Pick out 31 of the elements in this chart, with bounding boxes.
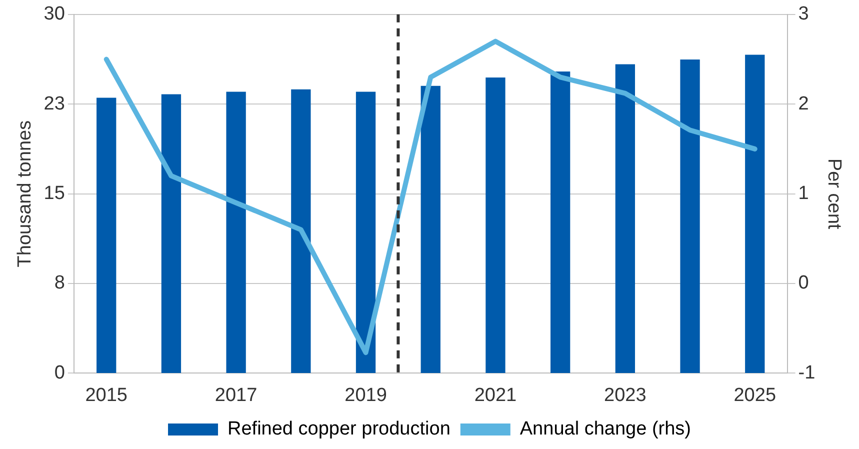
y-tick-label: 15 bbox=[44, 183, 65, 204]
bar bbox=[486, 77, 506, 374]
y-tick-label: 8 bbox=[54, 272, 65, 294]
bar bbox=[420, 86, 440, 374]
bar bbox=[550, 71, 570, 374]
bar bbox=[745, 54, 765, 374]
bar bbox=[615, 64, 636, 374]
y2-tick-label: 1 bbox=[798, 183, 809, 204]
y2-tick-label: -1 bbox=[798, 362, 816, 384]
bar bbox=[291, 89, 311, 374]
x-tick-label: 2023 bbox=[604, 384, 646, 406]
y-tick-label: 0 bbox=[54, 362, 65, 384]
y-tick-label: 23 bbox=[44, 93, 65, 114]
x-tick-label: 2019 bbox=[344, 384, 387, 406]
legend-label: Refined copper production bbox=[228, 418, 450, 440]
bar bbox=[96, 98, 116, 374]
y2-tick-label: 2 bbox=[798, 93, 809, 114]
y-tick-label: 30 bbox=[44, 4, 65, 25]
bar bbox=[161, 94, 182, 374]
bar bbox=[356, 92, 376, 374]
x-tick-label: 2015 bbox=[85, 384, 128, 406]
x-tick-label: 2021 bbox=[474, 384, 517, 406]
bar bbox=[226, 92, 246, 374]
y2-tick-label: 3 bbox=[798, 4, 809, 25]
legend-label: Annual change (rhs) bbox=[520, 418, 691, 440]
bar bbox=[680, 60, 700, 374]
x-tick-label: 2017 bbox=[214, 384, 258, 406]
y2-tick-label: 0 bbox=[798, 272, 809, 294]
x-tick-label: 2025 bbox=[734, 384, 776, 406]
y-axis-title: Thousand tonnes bbox=[14, 120, 36, 268]
y2-axis-title: Per cent bbox=[823, 158, 844, 230]
